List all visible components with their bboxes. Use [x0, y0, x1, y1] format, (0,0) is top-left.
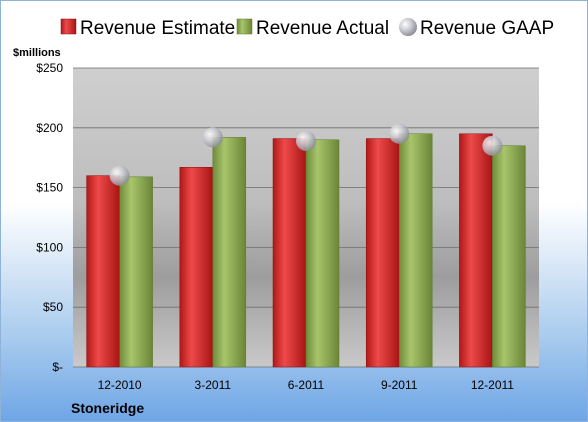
- marker-revenue-gaap: [482, 135, 503, 156]
- legend-label-estimate: Revenue Estimate: [80, 18, 235, 39]
- legend-swatch-estimate: [60, 18, 77, 35]
- y-axis-ticks: $- $50 $100 $150 $200 $250: [36, 61, 63, 374]
- y-tick-label: $50: [43, 300, 63, 314]
- bar-revenue-actual: [492, 145, 526, 368]
- x-tick-label: 12-2011: [471, 378, 514, 392]
- legend-swatch-gaap: [399, 18, 417, 36]
- y-tick-label: $100: [36, 240, 63, 254]
- y-tick-label: $150: [36, 181, 63, 195]
- y-tick-label: $200: [36, 121, 63, 135]
- legend: Revenue Estimate Revenue Actual Revenue …: [60, 18, 554, 39]
- x-tick-label: 6-2011: [288, 378, 325, 392]
- bar-revenue-actual: [305, 139, 340, 368]
- bars: [86, 133, 526, 368]
- bar-revenue-estimate: [459, 133, 493, 368]
- company-name: Stoneridge: [71, 400, 144, 416]
- legend-item-actual: Revenue Actual: [236, 18, 389, 39]
- marker-revenue-gaap: [109, 165, 130, 186]
- y-tick-label: $-: [52, 360, 63, 374]
- x-tick-label: 3-2011: [195, 378, 232, 392]
- bar-revenue-estimate: [179, 167, 214, 368]
- unit-label: $millions: [13, 47, 61, 59]
- bar-revenue-actual: [212, 137, 247, 368]
- marker-revenue-gaap: [202, 127, 223, 148]
- marker-revenue-gaap: [296, 130, 316, 151]
- legend-label-actual: Revenue Actual: [256, 18, 389, 39]
- marker-revenue-gaap: [389, 123, 410, 144]
- x-tick-label: 9-2011: [381, 378, 418, 392]
- bar-revenue-actual: [398, 133, 433, 368]
- bar-revenue-estimate: [86, 175, 120, 368]
- bar-revenue-estimate: [365, 138, 400, 368]
- bar-revenue-actual: [119, 176, 153, 368]
- bar-revenue-estimate: [272, 138, 307, 368]
- gaap-markers: [109, 123, 503, 186]
- x-tick-label: 12-2010: [98, 378, 142, 392]
- y-tick-label: $250: [36, 61, 63, 75]
- legend-label-gaap: Revenue GAAP: [420, 18, 554, 39]
- legend-item-gaap: Revenue GAAP: [399, 18, 554, 39]
- legend-swatch-actual: [236, 18, 253, 35]
- legend-item-estimate: Revenue Estimate: [60, 18, 235, 39]
- x-axis-ticks: 12-2010 3-2011 6-2011 9-2011 12-2011: [98, 378, 515, 392]
